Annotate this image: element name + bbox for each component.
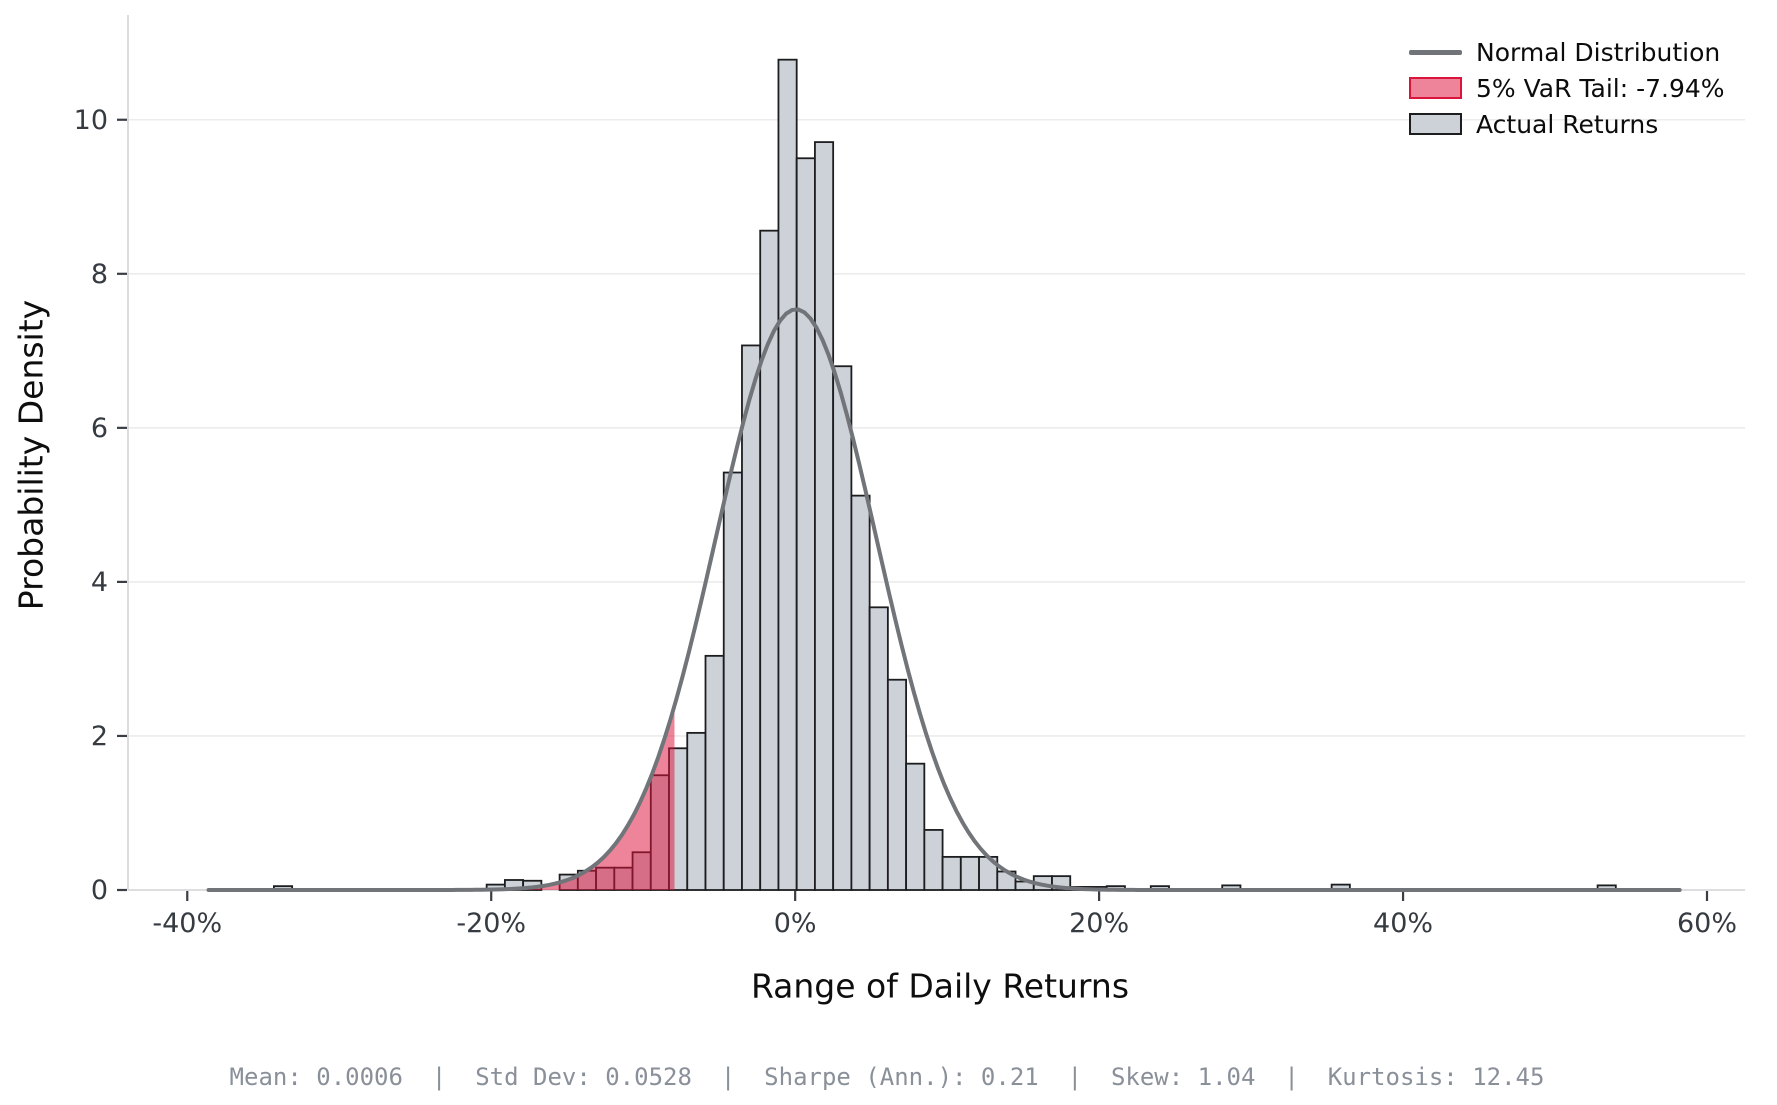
y-tick-label: 6 <box>91 413 108 444</box>
legend-label: Actual Returns <box>1476 109 1659 139</box>
histogram-bar <box>868 606 889 891</box>
histogram-bar <box>941 855 962 891</box>
histogram-bar <box>959 855 980 891</box>
legend: Normal Distribution 5% VaR Tail: -7.94% … <box>1409 40 1725 148</box>
histogram-bar <box>832 365 853 891</box>
x-axis-label: Range of Daily Returns <box>750 966 1130 1006</box>
y-tick-label: 4 <box>91 567 108 598</box>
x-tick-label: 20% <box>1069 908 1129 939</box>
histogram-bar <box>850 494 871 891</box>
x-tick-label: -20% <box>456 908 526 939</box>
histogram-bar <box>722 471 743 891</box>
stats-footer: Mean: 0.0006 | Std Dev: 0.0528 | Sharpe … <box>229 1063 1545 1091</box>
y-tick-label: 8 <box>91 259 108 290</box>
histogram-bar <box>923 829 944 891</box>
x-tick-label: 40% <box>1373 908 1433 939</box>
histogram-bar <box>704 654 725 891</box>
var-tail-fill <box>208 705 675 890</box>
y-tick-label: 0 <box>91 875 108 906</box>
histogram-bar <box>777 58 798 891</box>
x-tick-label: 0% <box>774 908 817 939</box>
histogram-bar <box>741 344 762 891</box>
x-tick-label: -40% <box>152 908 222 939</box>
legend-item-var-tail: 5% VaR Tail: -7.94% <box>1409 73 1725 103</box>
histogram-bar <box>795 157 816 891</box>
actual-returns-patch-icon <box>1409 113 1462 135</box>
legend-label: Normal Distribution <box>1476 37 1721 67</box>
legend-item-normal-distribution: Normal Distribution <box>1409 37 1725 67</box>
y-axis-label: Probability Density <box>11 299 51 611</box>
histogram-bar <box>686 731 707 891</box>
y-tick-label: 2 <box>91 721 108 752</box>
normal-distribution-curve <box>206 307 1682 892</box>
y-tick-label: 10 <box>74 105 108 136</box>
var-tail-patch-icon <box>1409 77 1462 99</box>
histogram-bar <box>814 141 835 891</box>
x-tick-label: 60% <box>1677 908 1737 939</box>
histogram-bar <box>886 678 908 891</box>
legend-label: 5% VaR Tail: -7.94% <box>1476 73 1725 103</box>
legend-item-actual-returns: Actual Returns <box>1409 109 1725 139</box>
normal-distribution-line-icon <box>1409 49 1462 55</box>
histogram-bar <box>905 762 926 891</box>
